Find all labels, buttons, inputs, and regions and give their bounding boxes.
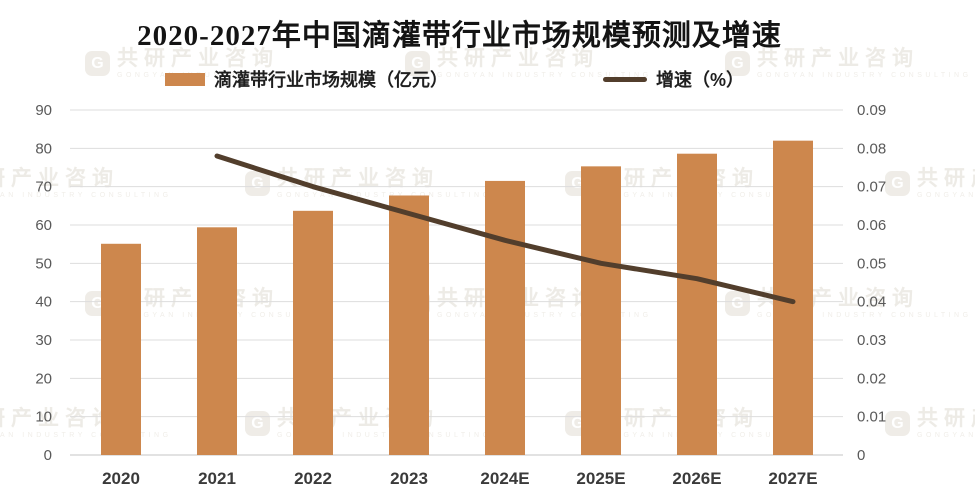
right-y-tick-label: 0.09 [857,102,886,119]
right-y-tick-label: 0 [857,447,865,464]
bar-2024E [485,180,525,455]
x-tick-label: 2021 [198,469,236,488]
line-legend-swatch-icon [602,76,647,82]
legend-item-market-size: 滴灌带行业市场规模（亿元） [164,66,448,92]
x-tick-label: 2025E [576,469,625,488]
right-y-tick-label: 0.01 [857,409,886,426]
bar-2023 [389,195,429,455]
right-y-tick-label: 0.08 [857,140,886,157]
left-y-tick-label: 80 [35,140,52,157]
legend-item-growth-rate: 增速（%） [602,66,744,92]
right-y-tick-label: 0.06 [857,217,886,234]
x-tick-label: 2020 [102,469,140,488]
x-tick-label: 2024E [480,469,529,488]
bar-2026E [677,153,717,455]
left-y-tick-label: 20 [35,370,52,387]
legend: 滴灌带行业市场规模（亿元） 增速（%） [0,66,942,92]
x-tick-label: 2027E [768,469,817,488]
x-tick-label: 2026E [672,469,721,488]
bar-2025E [581,166,621,455]
right-y-tick-label: 0.07 [857,179,886,196]
right-y-tick-label: 0.02 [857,370,886,387]
left-y-tick-label: 50 [35,255,52,272]
right-y-tick-label: 0.05 [857,255,886,272]
left-y-tick-label: 90 [35,102,52,119]
left-y-tick-label: 30 [35,332,52,349]
bar-2021 [197,227,237,455]
chart-title: 2020-2027年中国滴灌带行业市场规模预测及增速 [137,20,782,52]
bar-legend-label: 滴灌带行业市场规模（亿元） [213,70,448,90]
bar-legend-swatch-icon [164,72,205,86]
bar-2022 [293,210,333,455]
left-y-tick-label: 0 [44,447,52,464]
line-legend-label: 增速（%） [655,70,744,90]
left-y-tick-label: 60 [35,217,52,234]
left-y-tick-label: 40 [35,294,52,311]
left-y-tick-label: 10 [35,409,52,426]
right-y-tick-label: 0.04 [857,294,886,311]
right-y-tick-label: 0.03 [857,332,886,349]
left-y-tick-label: 70 [35,179,52,196]
growth-rate-line [214,153,796,305]
bar-2020 [101,243,141,455]
x-tick-label: 2023 [390,469,428,488]
x-tick-label: 2022 [294,469,332,488]
